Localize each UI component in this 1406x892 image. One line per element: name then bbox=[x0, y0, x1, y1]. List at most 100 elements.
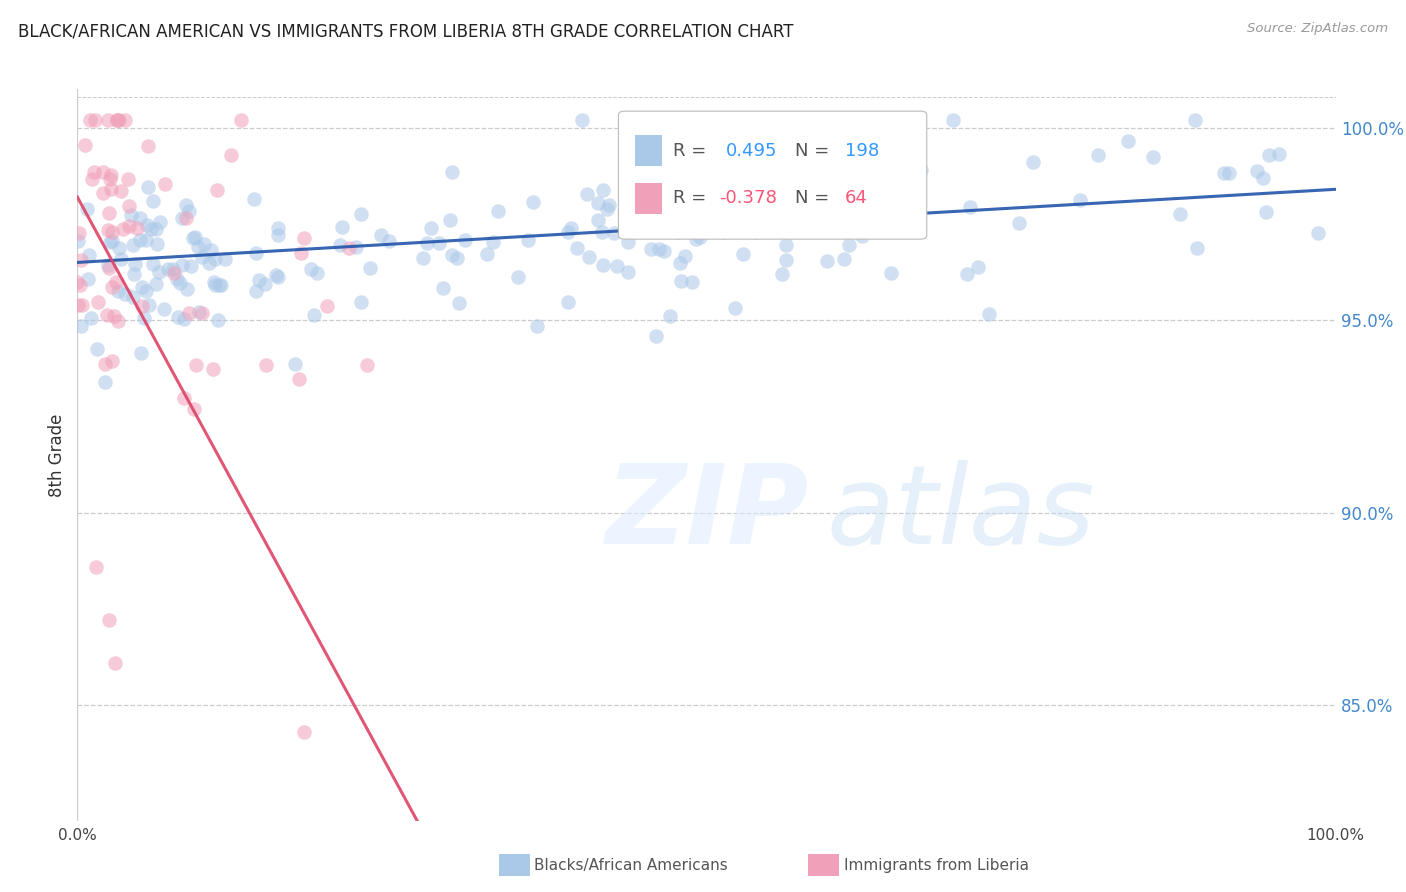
Point bbox=[136, 179, 159, 194]
Point bbox=[1087, 147, 1109, 161]
Point bbox=[475, 246, 498, 260]
Point bbox=[121, 237, 143, 252]
Point bbox=[446, 252, 468, 266]
Point bbox=[93, 375, 115, 389]
Point bbox=[713, 225, 735, 239]
Point bbox=[578, 250, 600, 264]
Point bbox=[1116, 134, 1139, 148]
Text: N =: N = bbox=[794, 142, 835, 160]
Point bbox=[79, 113, 101, 128]
Point bbox=[592, 258, 614, 272]
Point bbox=[292, 230, 315, 244]
Point bbox=[640, 242, 662, 256]
Point bbox=[304, 308, 326, 322]
Point bbox=[156, 261, 179, 276]
Point bbox=[307, 266, 329, 280]
Point bbox=[557, 295, 579, 310]
Point bbox=[204, 277, 226, 292]
Point bbox=[191, 306, 214, 320]
Point bbox=[118, 199, 141, 213]
Point bbox=[100, 168, 122, 182]
Point bbox=[804, 163, 827, 178]
Point bbox=[145, 237, 167, 252]
Point bbox=[723, 181, 745, 195]
Text: R =: R = bbox=[672, 189, 711, 207]
Point bbox=[330, 220, 353, 235]
Point bbox=[1142, 149, 1164, 163]
Point bbox=[138, 298, 160, 312]
Point bbox=[482, 235, 505, 249]
Point bbox=[267, 228, 290, 243]
Point bbox=[770, 267, 793, 281]
Point bbox=[100, 354, 122, 368]
Point bbox=[253, 277, 276, 291]
Point bbox=[942, 113, 965, 128]
Text: N =: N = bbox=[794, 189, 835, 207]
Point bbox=[412, 251, 434, 265]
Point bbox=[725, 213, 748, 227]
Text: 198: 198 bbox=[845, 142, 879, 160]
Point bbox=[956, 268, 979, 282]
Point bbox=[744, 226, 766, 240]
Point bbox=[1251, 171, 1274, 186]
Point bbox=[66, 234, 89, 248]
Point bbox=[567, 241, 589, 255]
Point bbox=[844, 189, 866, 203]
Point bbox=[136, 138, 159, 153]
Point bbox=[129, 211, 152, 226]
Point bbox=[887, 130, 910, 145]
Point bbox=[172, 258, 194, 272]
Point bbox=[440, 165, 463, 179]
Text: BLACK/AFRICAN AMERICAN VS IMMIGRANTS FROM LIBERIA 8TH GRADE CORRELATION CHART: BLACK/AFRICAN AMERICAN VS IMMIGRANTS FRO… bbox=[18, 22, 794, 40]
Point bbox=[749, 145, 772, 159]
Point bbox=[623, 207, 645, 221]
Point bbox=[284, 357, 307, 371]
Point bbox=[77, 248, 100, 262]
Point bbox=[267, 221, 290, 235]
Point bbox=[198, 256, 221, 270]
Point bbox=[832, 252, 855, 266]
Point bbox=[506, 270, 529, 285]
Point bbox=[838, 199, 860, 213]
Point bbox=[638, 156, 661, 170]
Point bbox=[243, 192, 266, 206]
Point bbox=[571, 113, 593, 128]
Point bbox=[685, 232, 707, 246]
Point bbox=[162, 262, 184, 277]
Point bbox=[104, 656, 127, 670]
Point bbox=[96, 308, 118, 322]
Point bbox=[838, 238, 860, 252]
Point bbox=[415, 235, 437, 250]
Point bbox=[117, 172, 139, 186]
Point bbox=[659, 310, 682, 324]
Text: atlas: atlas bbox=[827, 460, 1095, 567]
Point bbox=[100, 182, 122, 196]
Point bbox=[80, 311, 103, 326]
Point bbox=[69, 277, 91, 292]
Point bbox=[692, 197, 714, 211]
Point bbox=[125, 221, 148, 235]
Point bbox=[105, 276, 128, 290]
Point bbox=[114, 287, 136, 301]
Text: 64: 64 bbox=[845, 189, 868, 207]
Point bbox=[245, 284, 267, 298]
Point bbox=[557, 225, 579, 239]
Point bbox=[229, 113, 252, 128]
Point bbox=[97, 222, 120, 236]
Point bbox=[1246, 164, 1268, 178]
Point bbox=[70, 252, 93, 267]
Point bbox=[179, 203, 201, 218]
Point bbox=[135, 218, 157, 232]
Point bbox=[209, 277, 232, 292]
Point bbox=[204, 252, 226, 266]
Text: Source: ZipAtlas.com: Source: ZipAtlas.com bbox=[1247, 22, 1388, 36]
Point bbox=[1069, 193, 1091, 207]
Point bbox=[669, 274, 692, 288]
Text: Blacks/African Americans: Blacks/African Americans bbox=[534, 858, 728, 872]
Point bbox=[264, 268, 287, 282]
Point bbox=[681, 275, 703, 289]
Point bbox=[910, 163, 932, 178]
Point bbox=[449, 295, 471, 310]
Point bbox=[98, 260, 121, 275]
Point bbox=[665, 140, 688, 154]
